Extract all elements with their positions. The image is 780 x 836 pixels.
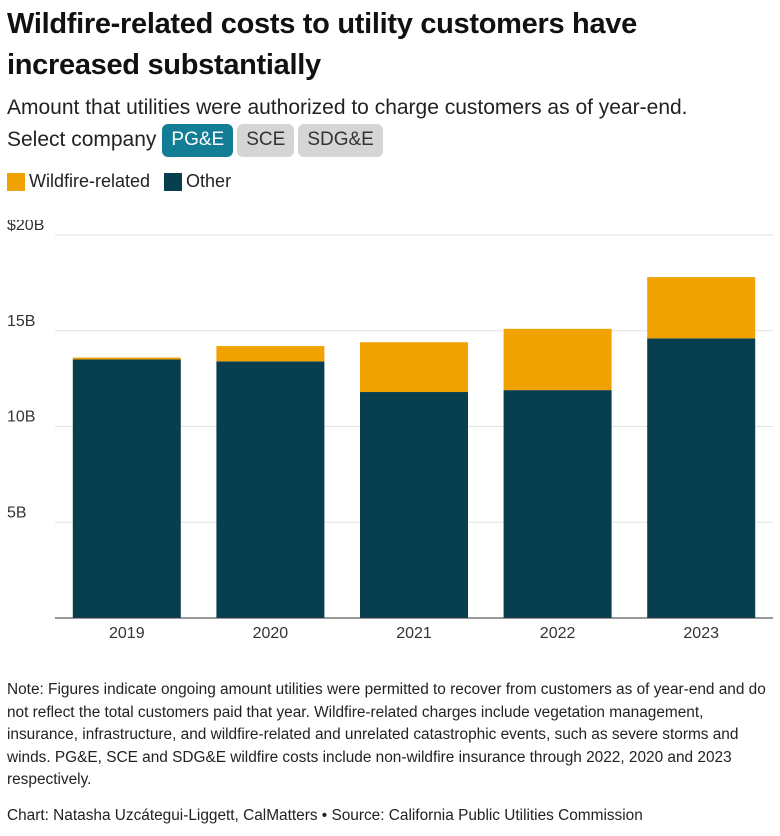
bar-other-2022: [503, 390, 612, 618]
chart-credit: Chart: Natasha Uzcátegui-Liggett, CalMat…: [7, 807, 643, 824]
legend-swatch-other: [164, 172, 183, 191]
stacked-bar-chart: 5B 10B 15B $20B 2019 2020 2021 2022 2023: [7, 220, 773, 642]
chart-subtitle: Amount that utilities were authorized to…: [7, 96, 688, 119]
bar-other-2021: [360, 392, 468, 618]
bar-wildfire-related-2021: [360, 342, 468, 393]
bar-other-2023: [647, 338, 756, 618]
bar-wildfire-related-2023: [647, 277, 756, 339]
legend-label-wildfire: Wildfire-related: [29, 171, 151, 191]
chart-title: Wildfire-related costs to utility custom…: [7, 8, 637, 81]
x-tick-label: 2023: [683, 625, 719, 642]
x-tick-label: 2019: [109, 625, 145, 642]
company-selector-label: Select company: [7, 128, 157, 151]
company-selector: Select company PG&E SCE SDG&E: [7, 123, 383, 157]
bar-other-2020: [216, 361, 325, 618]
y-tick-label: 10B: [7, 409, 35, 426]
bar-wildfire-related-2019: [72, 357, 181, 360]
company-button-pge[interactable]: PG&E: [162, 123, 234, 157]
x-tick-label: 2020: [253, 625, 289, 642]
y-tick-label: 15B: [7, 313, 35, 330]
company-button-sce[interactable]: SCE: [237, 123, 295, 157]
bar-other-2019: [72, 359, 181, 618]
x-tick-label: 2021: [396, 625, 432, 642]
company-button-sdge[interactable]: SDG&E: [298, 123, 383, 157]
legend-item-other: Other: [164, 171, 231, 192]
legend-item-wildfire: Wildfire-related: [7, 171, 150, 192]
y-tick-label: $20B: [7, 220, 44, 234]
legend-label-other: Other: [186, 171, 232, 191]
x-tick-label: 2022: [540, 625, 576, 642]
legend-swatch-wildfire: [7, 172, 25, 191]
y-tick-label: 5B: [7, 504, 27, 521]
chart-note: Note: Figures indicate ongoing amount ut…: [7, 681, 766, 788]
bar-wildfire-related-2020: [216, 346, 325, 362]
chart-legend: Wildfire-related Other: [7, 171, 245, 192]
bar-wildfire-related-2022: [503, 328, 612, 391]
